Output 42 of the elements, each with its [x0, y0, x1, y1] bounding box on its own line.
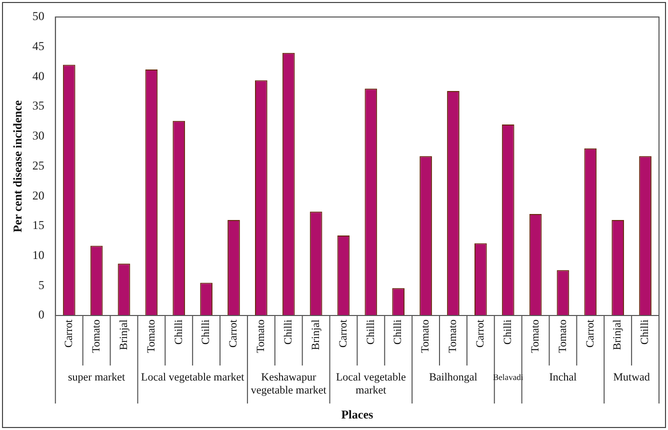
- y-tick-label: 35: [32, 98, 44, 113]
- x-tick-label: Tomato: [255, 319, 268, 354]
- y-tick-label: 30: [32, 128, 44, 143]
- x-tick-label: Chilli: [200, 320, 212, 345]
- y-tick-label: 40: [32, 68, 44, 83]
- text: super market: [68, 371, 126, 384]
- y-tick-label: 0: [38, 308, 44, 322]
- y-axis-title: Per cent disease incidence: [10, 100, 24, 232]
- x-tick-label: Brinjal: [310, 320, 322, 350]
- x-tick-label: Chilli: [282, 320, 294, 345]
- x-tick-label: Carrot: [337, 320, 350, 348]
- x-tick-label: Chilli: [392, 320, 404, 345]
- text: Local vegetable market: [140, 371, 244, 384]
- x-tick-label: Tomato: [145, 319, 158, 354]
- x-tick-label: Tomato: [420, 319, 432, 354]
- x-tick-label: Carrot: [584, 320, 596, 348]
- x-tick-label: Chilli: [639, 320, 652, 345]
- y-tick-label: 45: [32, 39, 44, 54]
- y-tick-label: 20: [32, 188, 44, 202]
- y-tick-label: 25: [32, 158, 44, 172]
- text: Bailhongal: [429, 371, 478, 384]
- text: Local vegetable market: [336, 371, 406, 396]
- x-tick-label: Chilli: [172, 320, 185, 345]
- x-tick-label: Carrot: [63, 320, 76, 348]
- y-tick-label: 10: [32, 248, 44, 262]
- x-tick-label: Tomato: [90, 319, 102, 354]
- y-tick-label: 15: [32, 218, 44, 232]
- text: Inchal: [549, 371, 577, 384]
- x-axis-title: Places: [341, 408, 374, 422]
- text: Mutwad: [613, 371, 650, 384]
- text: Keshawapur vegetable market: [250, 371, 326, 396]
- y-tick-label: 5: [38, 278, 44, 292]
- x-tick-label: Brinjal: [612, 320, 624, 350]
- x-tick-label: Brinjal: [118, 320, 130, 350]
- x-tick-label: Chilli: [502, 320, 514, 345]
- x-tick-label: Tomato: [529, 319, 542, 354]
- x-tick-label: Carrot: [228, 320, 240, 348]
- x-tick-label: Carrot: [474, 320, 487, 348]
- y-tick-label: 50: [32, 9, 44, 24]
- x-tick-label: Tomato: [556, 319, 569, 354]
- x-tick-label: Tomato: [447, 319, 460, 354]
- x-tick-label: Chilli: [364, 320, 377, 345]
